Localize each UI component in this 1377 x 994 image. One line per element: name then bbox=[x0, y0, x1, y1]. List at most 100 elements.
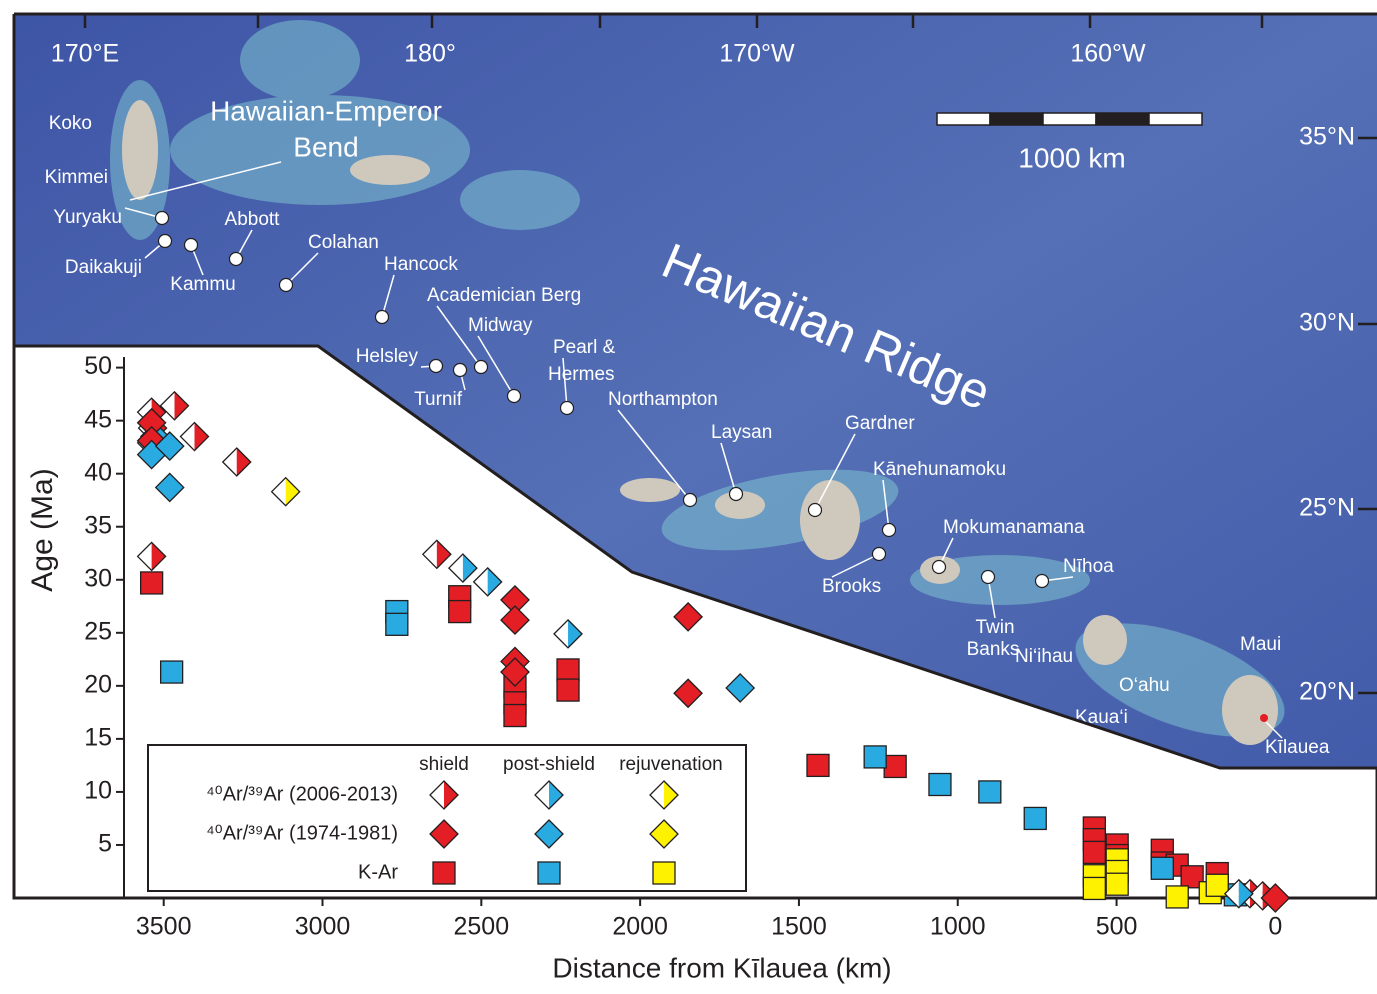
place-label: Daikakuji bbox=[65, 257, 142, 278]
marker-shape bbox=[653, 862, 675, 884]
data-point bbox=[557, 679, 579, 701]
bend-label: Hawaiian-Emperor bbox=[210, 95, 442, 126]
marker-shape bbox=[864, 746, 886, 768]
marker-shape bbox=[807, 754, 829, 776]
seamount-dot bbox=[1036, 575, 1049, 588]
place-label: Ni‘ihau bbox=[1015, 646, 1073, 667]
marker-shape bbox=[141, 572, 163, 594]
longitude-label: 180° bbox=[404, 40, 456, 68]
latitude-label: 25°N bbox=[1299, 494, 1355, 522]
longitude-label: 170°W bbox=[719, 40, 795, 68]
marker-shape bbox=[557, 659, 579, 681]
legend-column-label: shield bbox=[419, 754, 469, 775]
seamount-dot bbox=[933, 561, 946, 574]
y-tick-label: 30 bbox=[84, 564, 112, 592]
figure: 170°E 180° 170°W 160°W 35°N 30°N 25°N 20°N 1000 … bbox=[0, 0, 1377, 989]
place-label: Brooks bbox=[822, 576, 881, 597]
data-point bbox=[864, 746, 886, 768]
x-tick-label: 1000 bbox=[930, 913, 986, 941]
page: {"chart_data": { "type": "scatter", "xla… bbox=[0, 0, 1377, 994]
place-label: Colahan bbox=[308, 232, 379, 253]
marker-shape bbox=[386, 613, 408, 635]
place-label: Gardner bbox=[845, 413, 915, 434]
place-label: Abbott bbox=[225, 209, 281, 230]
longitude-label: 160°W bbox=[1070, 40, 1146, 68]
marker-shape bbox=[161, 661, 183, 683]
latitude-label: 35°N bbox=[1299, 123, 1355, 151]
place-label: Maui bbox=[1240, 634, 1281, 655]
x-tick-label: 3500 bbox=[136, 913, 192, 941]
seamount-dot bbox=[873, 548, 886, 561]
place-label: Hermes bbox=[548, 364, 615, 385]
seamount-dot bbox=[508, 390, 521, 403]
y-axis-title: Age (Ma) bbox=[26, 468, 59, 591]
legend-marker bbox=[433, 862, 455, 884]
seamount-dot bbox=[809, 504, 822, 517]
marker-shape bbox=[1083, 877, 1105, 899]
marker-shape bbox=[1024, 807, 1046, 829]
data-point bbox=[1166, 886, 1188, 908]
data-point bbox=[1024, 807, 1046, 829]
place-label: Kānehunamoku bbox=[873, 459, 1006, 480]
marker-shape bbox=[1083, 841, 1105, 863]
data-point bbox=[1106, 873, 1128, 895]
kilauea-dot bbox=[1260, 714, 1268, 722]
y-tick-label: 5 bbox=[98, 830, 112, 858]
data-point bbox=[1151, 857, 1173, 879]
marker-shape bbox=[884, 755, 906, 777]
data-point bbox=[929, 773, 951, 795]
place-label: O‘ahu bbox=[1119, 675, 1170, 696]
longitude-label: 170°E bbox=[51, 40, 119, 68]
y-tick-label: 25 bbox=[84, 617, 112, 645]
data-point bbox=[449, 601, 471, 623]
seamount-dot bbox=[883, 524, 896, 537]
seamount-dot bbox=[730, 488, 743, 501]
place-label: Turnif bbox=[414, 389, 463, 410]
seamount-dot bbox=[430, 360, 443, 373]
scale-label: 1000 km bbox=[1018, 142, 1125, 173]
seamount-dot bbox=[156, 212, 169, 225]
marker-shape bbox=[1151, 857, 1173, 879]
place-label: Yuryaku bbox=[53, 207, 122, 228]
seamount-dot bbox=[561, 402, 574, 415]
marker-shape bbox=[504, 705, 526, 727]
seamount-dot bbox=[684, 494, 697, 507]
marker-shape bbox=[433, 862, 455, 884]
place-label: Hancock bbox=[384, 254, 458, 275]
legend-column-label: rejuvenation bbox=[619, 754, 723, 775]
data-point bbox=[884, 755, 906, 777]
place-label: Twin bbox=[975, 617, 1014, 638]
place-label: Academician Berg bbox=[427, 285, 581, 306]
bend-label: Bend bbox=[293, 131, 358, 162]
legend-row-label: ⁴⁰Ar/³⁹Ar (2006-2013) bbox=[206, 783, 398, 805]
y-tick-label: 20 bbox=[84, 670, 112, 698]
x-tick-label: 500 bbox=[1096, 913, 1138, 941]
marker-shape bbox=[538, 862, 560, 884]
seamount-dot bbox=[475, 361, 488, 374]
seamount-dot bbox=[280, 279, 293, 292]
marker-shape bbox=[979, 781, 1001, 803]
place-label: Northampton bbox=[608, 389, 718, 410]
data-point bbox=[1083, 841, 1105, 863]
place-label: Koko bbox=[49, 113, 92, 134]
seamount-dot bbox=[230, 253, 243, 266]
marker-shape bbox=[929, 773, 951, 795]
marker-shape bbox=[1106, 873, 1128, 895]
x-tick-label: 2000 bbox=[612, 913, 668, 941]
data-point bbox=[504, 705, 526, 727]
place-label: Kīlauea bbox=[1265, 737, 1330, 758]
x-tick-label: 3000 bbox=[295, 913, 351, 941]
y-tick-label: 40 bbox=[84, 458, 112, 486]
place-label: Helsley bbox=[356, 346, 419, 367]
latitude-label: 20°N bbox=[1299, 678, 1355, 706]
data-point bbox=[386, 613, 408, 635]
x-tick-label: 0 bbox=[1268, 913, 1282, 941]
data-point bbox=[557, 659, 579, 681]
x-tick-label: 1500 bbox=[771, 913, 827, 941]
latitude-label: 30°N bbox=[1299, 309, 1355, 337]
legend-marker bbox=[538, 862, 560, 884]
place-label: Pearl & bbox=[553, 337, 616, 358]
scale-bar bbox=[937, 113, 1202, 125]
y-tick-label: 10 bbox=[84, 777, 112, 805]
x-tick-label: 2500 bbox=[454, 913, 510, 941]
